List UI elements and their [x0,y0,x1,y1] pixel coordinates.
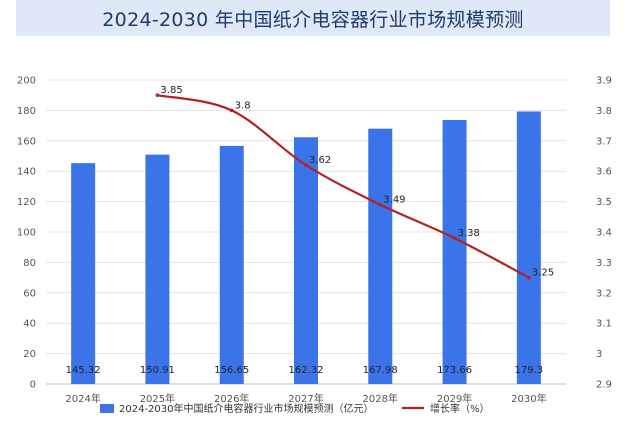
y-right-tick-label: 3.7 [596,136,612,147]
bar [442,120,467,384]
y-right-tick-label: 3.8 [596,106,612,117]
bar-data-label: 150.91 [140,365,175,376]
legend-label-line: 增长率（%） [430,402,490,415]
growth-rate-data-label: 3.62 [309,155,331,166]
x-tick-label: 2029年 [437,392,472,405]
y-right-tick-label: 3.5 [596,197,612,208]
y-left-tick-label: 100 [17,228,36,239]
y-left-tick-label: 140 [17,167,36,178]
bar [145,154,170,384]
bar [368,128,393,384]
bar-data-label: 156.65 [214,365,249,376]
x-tick-label: 2026年 [214,392,249,405]
growth-rate-point [452,236,457,240]
y-right-tick-label: 3.4 [596,228,612,239]
chart-title: 2024-2030 年中国纸介电容器行业市场规模预测 [102,8,524,31]
chart-title-banner: 2024-2030 年中国纸介电容器行业市场规模预测 [16,0,610,36]
y-left-tick-label: 200 [17,76,36,87]
x-tick-label: 2030年 [511,392,546,405]
growth-rate-line [157,94,530,279]
y-left-tick-label: 60 [23,288,36,299]
x-tick-label: 2028年 [363,392,398,405]
legend-swatch-bar [100,404,114,413]
bar-data-label: 162.32 [289,365,324,376]
x-tick-label: 2027年 [288,392,323,405]
bar-data-label: 173.66 [437,365,472,376]
y-left-tick-label: 160 [17,136,36,147]
growth-rate-point [229,108,234,113]
x-tick-label: 2024年 [65,392,100,405]
growth-rate-data-label: 3.49 [383,195,405,206]
y-left-tick-label: 0 [30,380,36,391]
growth-rate-data-label: 3.85 [160,85,182,96]
bar [294,137,318,384]
y-right-tick-label: 2.9 [596,380,612,391]
y-left-tick-label: 120 [17,197,36,208]
x-tick-label: 2025年 [140,392,175,405]
growth-rate-point [155,93,160,97]
bar-data-label: 179.3 [515,365,544,376]
y-right-tick-label: 3.1 [596,319,612,330]
bar [71,163,96,384]
growth-rate-point [378,202,383,207]
bar-data-label: 167.98 [363,365,398,376]
growth-rate-point [304,163,308,167]
y-left-tick-label: 180 [17,106,36,117]
growth-rate-data-label: 3.25 [532,268,554,279]
growth-rate-data-label: 3.38 [458,228,480,239]
bar-data-label: 145.32 [66,365,101,376]
y-left-tick-label: 20 [23,349,36,360]
y-right-tick-label: 3 [596,349,602,360]
y-right-tick-label: 3.6 [596,167,612,178]
y-right-tick-label: 3.9 [596,76,612,87]
y-left-tick-label: 40 [23,319,36,330]
bar [219,145,244,384]
y-left-tick-label: 80 [23,258,36,269]
growth-rate-point [527,275,531,280]
y-right-tick-label: 3.2 [596,288,612,299]
bar [516,111,541,385]
growth-rate-data-label: 3.8 [235,100,251,111]
legend-label-bar: 2024-2030年中国纸介电容器行业市场规模预测（亿元） [119,402,374,415]
y-right-tick-label: 3.3 [596,258,612,269]
